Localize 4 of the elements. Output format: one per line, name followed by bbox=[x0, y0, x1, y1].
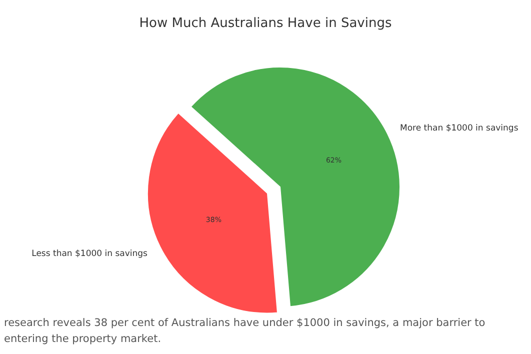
chart-title: How Much Australians Have in Savings bbox=[139, 16, 392, 31]
slice-label: More than $1000 in savings bbox=[400, 123, 519, 134]
text: research reveals 38 per cent of Australians have under $1000 in savings, a major barrier to entering the property market. bbox=[4, 317, 486, 345]
slice-label: Less than $1000 in savings bbox=[32, 248, 148, 259]
